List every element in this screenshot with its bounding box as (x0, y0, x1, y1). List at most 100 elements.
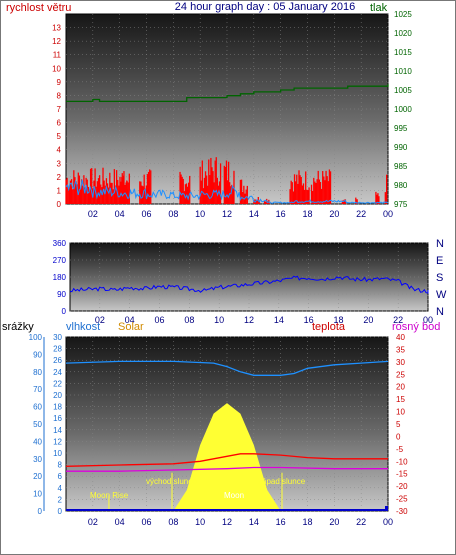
humidity-tick-label: 16 (53, 414, 62, 423)
rain-bar (385, 506, 388, 511)
x-tick-label: 12 (222, 517, 232, 527)
humidity-tick-label: 0 (58, 507, 63, 516)
direction-tick-label: 270 (53, 256, 67, 265)
rain-tick-label: 60 (33, 403, 42, 412)
wind-tick-label: 10 (52, 64, 61, 73)
compass-label: N (436, 306, 444, 318)
pressure-tick-label: 990 (394, 143, 408, 152)
rain-tick-label: 90 (33, 350, 42, 359)
temperature-line (65, 453, 388, 467)
rain-ticks: 0 10 20 30 40 50 60 70 80 90 100 (29, 333, 45, 516)
x-tick-label: 18 (302, 517, 312, 527)
x-tick-label: 10 (195, 517, 205, 527)
dewpoint-line (66, 466, 388, 472)
temp-humidity-panel: srážky vlhkost Solar teplota rosný bod 0… (2, 321, 440, 527)
temp-series (65, 360, 389, 511)
humidity-tick-label: 10 (53, 449, 62, 458)
x-tick-label: 02 (88, 517, 98, 527)
x-tick-label: 16 (276, 517, 286, 527)
temperature-tick-label: -30 (396, 507, 408, 516)
x-tick-label: 10 (195, 209, 205, 219)
humidity-tick-label: 30 (53, 333, 62, 342)
pressure-tick-label: 1000 (394, 105, 412, 114)
humidity-tick-label: 6 (58, 472, 63, 481)
temperature-axis-label: teplota (312, 321, 346, 333)
x-tick-label: 06 (141, 209, 151, 219)
temperature-tick-label: 30 (396, 358, 405, 367)
x-tick-label: 04 (115, 209, 125, 219)
x-tick-label: 22 (356, 517, 366, 527)
humidity-tick-label: 28 (53, 345, 62, 354)
pressure-axis-label: tlak (370, 2, 388, 14)
temperature-tick-label: -15 (396, 470, 408, 479)
direction-tick-label: 180 (53, 273, 67, 282)
hour-ticks: 02 04 06 08 10 12 14 16 18 20 22 00 (88, 517, 393, 527)
x-tick-label: 04 (115, 517, 125, 527)
direction-tick-label: 360 (53, 239, 67, 248)
compass-label: S (436, 272, 443, 284)
wind-series (65, 84, 389, 204)
x-tick-label: 08 (168, 209, 178, 219)
temperature-tick-label: 40 (396, 333, 405, 342)
wind-tick-label: 2 (57, 173, 62, 182)
humidity-axis-label: vlhkost (66, 321, 100, 333)
x-tick-label: 14 (249, 209, 259, 219)
direction-tick-label: 90 (57, 290, 66, 299)
x-tick-label: 06 (154, 315, 164, 325)
x-tick-label: 22 (356, 209, 366, 219)
humidity-tick-label: 4 (58, 484, 63, 493)
solar-axis-label: Solar (118, 321, 144, 333)
temperature-tick-label: 35 (396, 345, 405, 354)
zenith-label: Moon (224, 491, 244, 500)
pressure-tick-label: 995 (394, 124, 408, 133)
wind-tick-label: 4 (57, 146, 62, 155)
rain-tick-label: 10 (33, 490, 42, 499)
wind-tick-label: 5 (57, 132, 62, 141)
temperature-tick-label: 25 (396, 370, 405, 379)
x-tick-label: 18 (302, 209, 312, 219)
x-tick-label: 00 (383, 517, 393, 527)
x-tick-label: 14 (274, 315, 284, 325)
temperature-tick-label: 0 (396, 432, 401, 441)
humidity-tick-label: 2 (58, 495, 63, 504)
humidity-tick-label: 18 (53, 403, 62, 412)
x-tick-label: 20 (329, 517, 339, 527)
wind-gust-line (65, 179, 389, 204)
x-tick-label: 02 (88, 209, 98, 219)
humidity-tick-label: 14 (53, 426, 62, 435)
dewpoint-axis-label: rosný bod (392, 321, 440, 333)
temperature-tick-label: -25 (396, 495, 408, 504)
pressure-line (66, 84, 389, 103)
wind-tick-label: 12 (52, 37, 61, 46)
humidity-tick-label: 24 (53, 368, 62, 377)
direction-tick-label: 0 (62, 307, 67, 316)
rain-tick-label: 20 (33, 472, 42, 481)
x-tick-label: 00 (423, 315, 433, 325)
pressure-tick-label: 1010 (394, 67, 412, 76)
page-title: 24 hour graph day : 05 January 2016 (175, 1, 355, 13)
humidity-tick-label: 8 (58, 461, 63, 470)
compass-label: N (436, 238, 444, 250)
pressure-tick-label: 1015 (394, 48, 412, 57)
temperature-tick-label: 10 (396, 408, 405, 417)
x-tick-label: 18 (333, 315, 343, 325)
direction-series (69, 275, 429, 294)
x-tick-label: 04 (125, 315, 135, 325)
compass-label: W (436, 289, 447, 301)
x-tick-label: 08 (168, 517, 178, 527)
x-tick-label: 20 (329, 209, 339, 219)
temperature-tick-label: 5 (396, 420, 401, 429)
x-tick-label: 10 (214, 315, 224, 325)
sunrise-label: východ slunce (146, 477, 197, 486)
rain-tick-label: 70 (33, 385, 42, 394)
humidity-tick-label: 22 (53, 379, 62, 388)
pressure-tick-label: 1025 (394, 10, 412, 19)
x-tick-label: 14 (249, 517, 259, 527)
x-tick-label: 06 (141, 517, 151, 527)
pressure-tick-label: 985 (394, 162, 408, 171)
temperature-tick-label: 20 (396, 383, 405, 392)
